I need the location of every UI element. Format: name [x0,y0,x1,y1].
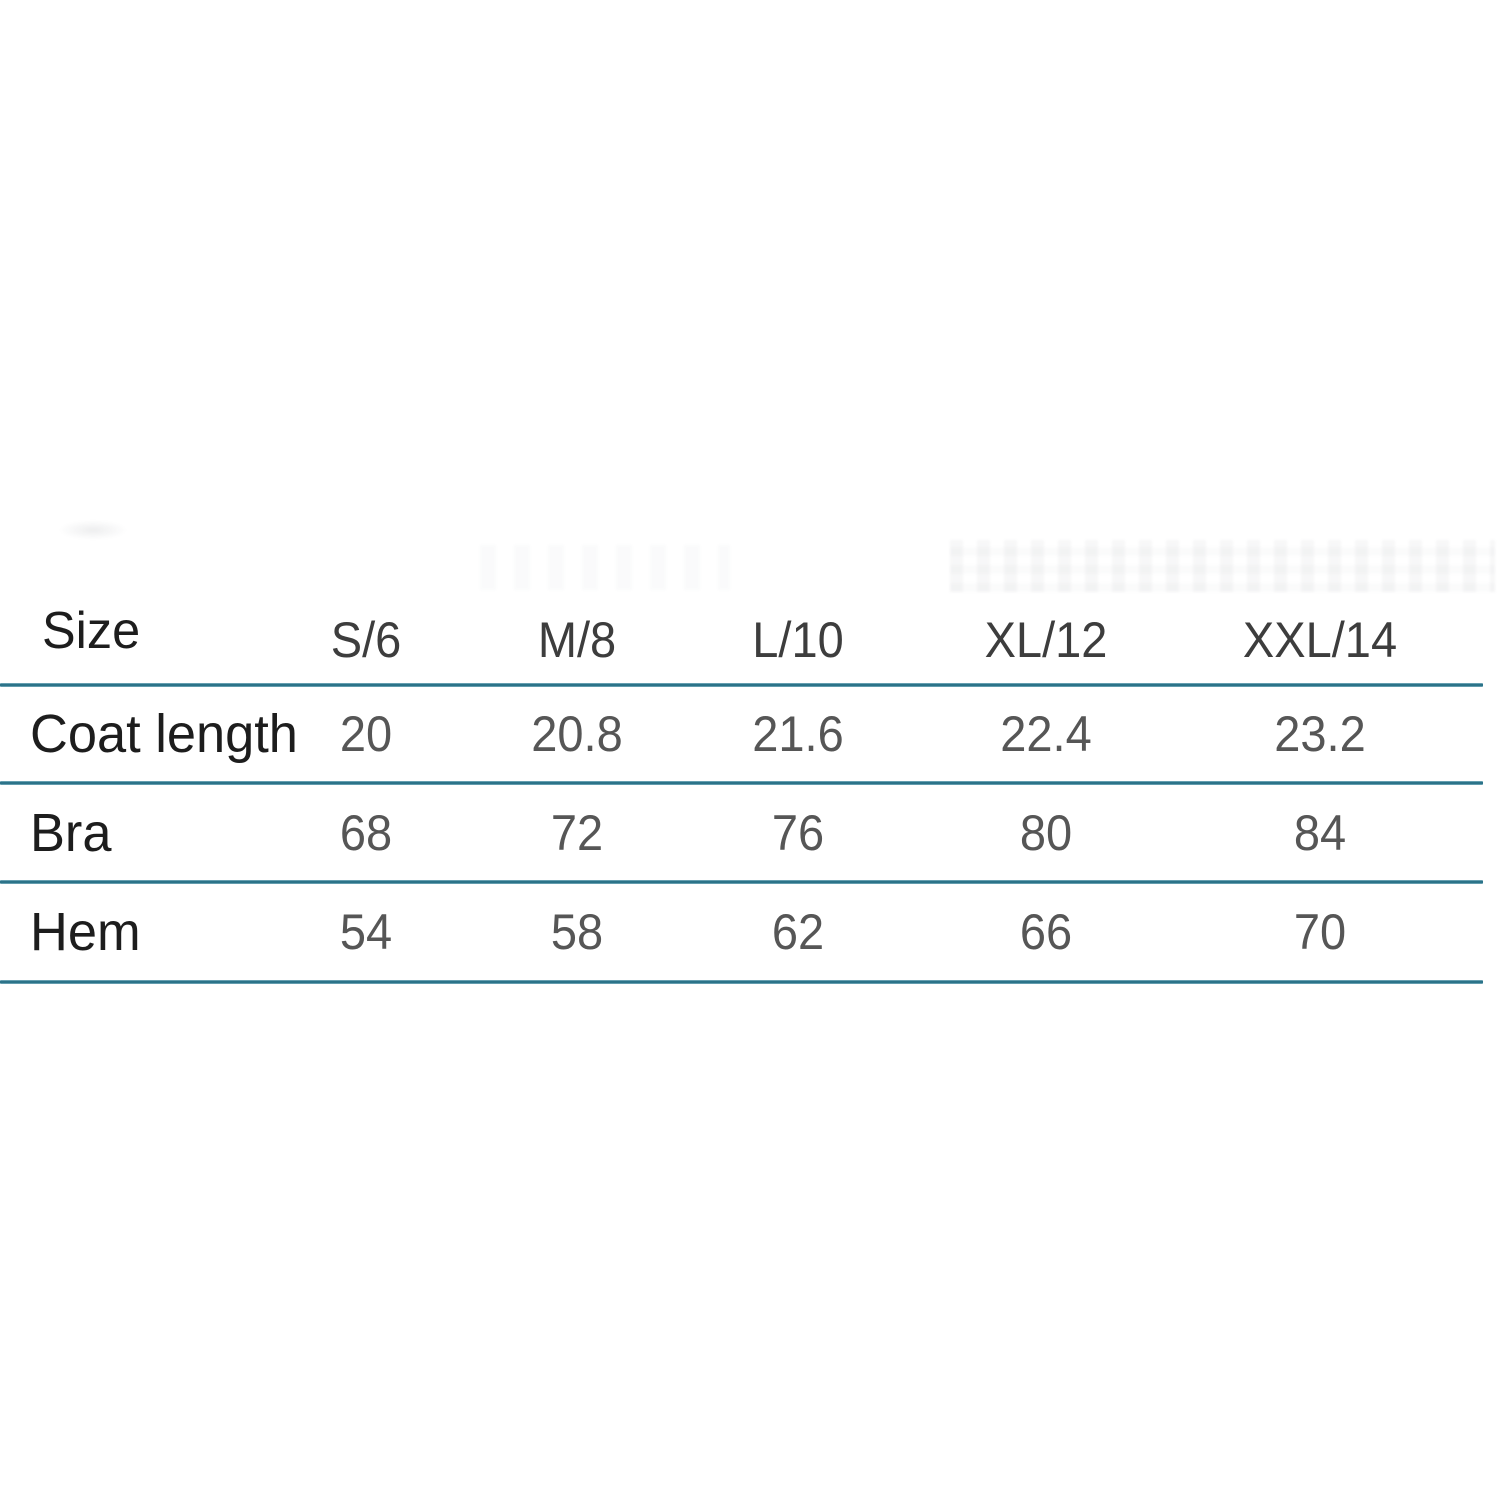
table-divider [0,683,1483,687]
coat-length-value-xxl: 23.2 [1274,706,1366,762]
table-row-bra: Bra 68 72 76 80 84 [0,783,1500,882]
bra-value-l: 76 [771,804,825,861]
size-chart-header-row: Size S/6 M/8 L/10 XL/12 XXL/14 [0,588,1500,685]
header-label-size: Size [42,601,141,660]
row-label-bra: Bra [30,802,112,863]
column-header-xxl14: XXL/14 [1242,612,1398,669]
bra-value-s: 68 [339,804,393,861]
ghost-artifact [950,540,1495,592]
row-label-coat-length: Coat length [30,704,298,764]
bra-value-m: 72 [550,804,604,861]
table-row-hem: Hem 54 58 62 66 70 [0,882,1500,982]
bra-value-xxl: 84 [1293,804,1347,861]
coat-length-value-s: 20 [339,706,393,762]
table-divider [0,880,1483,884]
coat-length-value-xl: 22.4 [1000,706,1092,762]
column-header-s6: S/6 [330,612,402,669]
hem-value-l: 62 [771,904,825,960]
hem-value-s: 54 [339,904,393,960]
coat-length-value-l: 21.6 [752,706,844,762]
ghost-artifact [58,520,128,540]
coat-length-value-m: 20.8 [531,706,623,762]
hem-value-xxl: 70 [1293,904,1347,960]
column-header-xl12: XL/12 [984,612,1108,669]
hem-value-m: 58 [550,904,604,960]
ghost-artifact [480,545,730,590]
bra-value-xl: 80 [1019,804,1073,861]
column-header-m8: M/8 [537,612,617,669]
table-divider [0,781,1483,785]
hem-value-xl: 66 [1019,904,1073,960]
table-row-coat-length: Coat length 20 20.8 21.6 22.4 23.2 [0,685,1500,783]
row-label-hem: Hem [30,902,141,962]
column-header-l10: L/10 [752,612,844,669]
table-divider [0,980,1483,984]
